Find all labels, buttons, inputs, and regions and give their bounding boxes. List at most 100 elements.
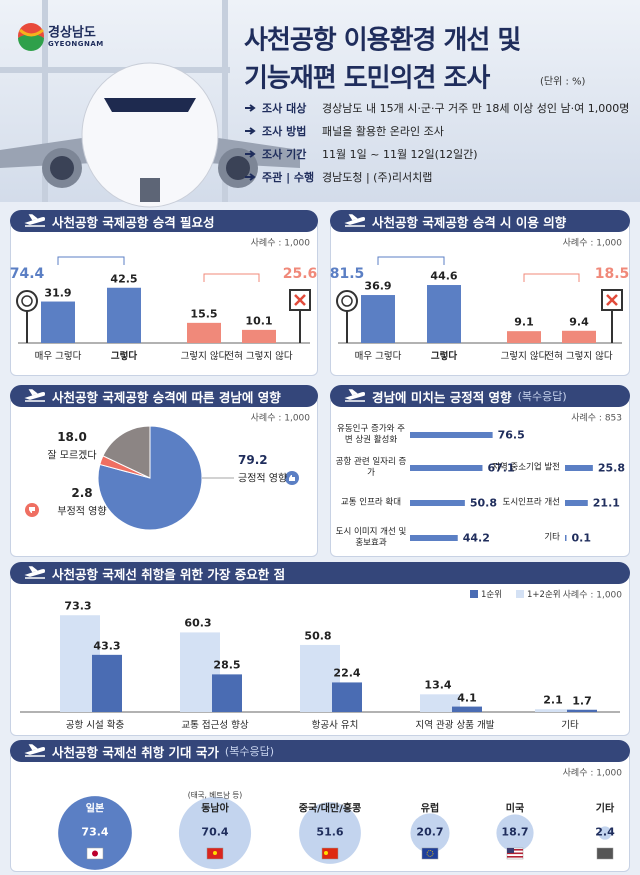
airplane-illustration bbox=[0, 62, 300, 208]
group-total: 18.5 bbox=[594, 266, 630, 282]
slice-value: 18.0 bbox=[57, 430, 87, 444]
category-label: 지역 중소기업 발전 bbox=[492, 462, 560, 473]
sample-size: 사례수 : 1,000 bbox=[562, 238, 622, 249]
bubble-value: 73.4 bbox=[81, 825, 109, 839]
category-label: 미국 bbox=[505, 803, 525, 815]
category-label: 교통 인프라 확대 bbox=[340, 497, 402, 508]
bar bbox=[92, 654, 122, 712]
target-icon-inner bbox=[21, 295, 33, 307]
section-header: 사천공항 국제선 취항을 위한 가장 중요한 점 bbox=[10, 562, 630, 584]
bubble-value: 18.7 bbox=[501, 825, 529, 839]
plane-shape bbox=[24, 389, 46, 402]
x-tick-label: 교통 접근성 향상 bbox=[181, 720, 249, 731]
flag-canton bbox=[507, 848, 514, 853]
bar-value: 9.1 bbox=[514, 315, 534, 329]
section-header: 사천공항 국제공항 승격 필요성 bbox=[10, 210, 318, 232]
info-text: 11월 1일 ~ 11월 12일(12일간) bbox=[322, 148, 478, 161]
plane-icon bbox=[344, 214, 366, 227]
target-icon bbox=[16, 290, 38, 312]
info-text: 패널을 활용한 온라인 조사 bbox=[322, 125, 444, 138]
bar-value: 73.3 bbox=[64, 599, 92, 613]
bar-value: 44.6 bbox=[430, 269, 458, 283]
section-title: 사천공항 국제공항 승격 시 이용 의향 bbox=[372, 214, 567, 230]
bar bbox=[567, 709, 597, 712]
flag-emblem bbox=[213, 851, 217, 855]
x-sign-cross bbox=[294, 294, 306, 306]
x-tick-label: 그렇다 bbox=[110, 351, 138, 362]
bar bbox=[410, 465, 483, 471]
bar-value: 28.5 bbox=[213, 658, 241, 672]
bar-value: 4.1 bbox=[457, 691, 477, 705]
slice-label: 잘 모르겠다 bbox=[47, 450, 97, 462]
flag-icon bbox=[321, 847, 339, 860]
flag-field bbox=[596, 847, 614, 860]
section-title: 사천공항 국제공항 승격 필요성 bbox=[52, 214, 215, 230]
section-header: 사천공항 국제공항 승격에 따른 경남에 영향 bbox=[10, 385, 318, 407]
bar bbox=[41, 301, 75, 343]
section-header: 사천공항 국제공항 승격 시 이용 의향 bbox=[330, 210, 630, 232]
plane-icon bbox=[344, 389, 366, 402]
bar-value: 2.1 bbox=[543, 693, 563, 707]
bubble bbox=[58, 796, 132, 870]
bar bbox=[212, 674, 242, 712]
info-label: 주관 | 수행 bbox=[262, 171, 315, 184]
x-sign-cross bbox=[606, 294, 618, 306]
target-icon-inner bbox=[341, 295, 353, 307]
bar bbox=[242, 329, 276, 343]
bar-value: 21.1 bbox=[592, 496, 620, 510]
x-tick-label: 전혀 그렇지 않다 bbox=[545, 351, 613, 362]
slice-value: 2.8 bbox=[71, 486, 93, 500]
thumbs-down-glyph bbox=[29, 507, 35, 513]
info-label: 조사 방법 bbox=[262, 125, 307, 138]
bar-value: 43.3 bbox=[93, 639, 121, 653]
unit: (단위 : %) bbox=[540, 76, 586, 88]
section-title: 사천공항 국제선 취항을 위한 가장 중요한 점 bbox=[52, 566, 286, 582]
flag-icon bbox=[86, 847, 104, 860]
panel bbox=[330, 396, 630, 557]
legend-swatch bbox=[516, 590, 524, 598]
slice-label: 부정적 영향 bbox=[57, 506, 107, 518]
x-tick-label: 매우 그렇다 bbox=[354, 351, 402, 362]
bar bbox=[420, 694, 460, 712]
info-text: 경남도청 | (주)리서치랩 bbox=[322, 171, 433, 184]
bar bbox=[562, 330, 596, 343]
plane-shape bbox=[344, 214, 366, 227]
legend-label: 1+2순위 bbox=[527, 590, 561, 600]
bar bbox=[107, 287, 141, 343]
x-tick-label: 공항 시설 확충 bbox=[65, 720, 125, 731]
flag-field bbox=[321, 847, 339, 860]
section-title: 사천공항 국제공항 승격에 따른 경남에 영향 bbox=[52, 389, 281, 405]
plane-icon bbox=[24, 744, 46, 757]
pie-slice bbox=[102, 425, 151, 479]
x-tick-label: 그렇지 않다 bbox=[180, 351, 228, 362]
bar-value: 25.8 bbox=[597, 461, 625, 475]
plane-icon bbox=[24, 214, 46, 227]
bubble-value: 20.7 bbox=[416, 825, 444, 839]
bar bbox=[332, 682, 362, 712]
bar bbox=[410, 500, 465, 506]
bracket bbox=[57, 256, 125, 265]
category-label: 기타 bbox=[595, 803, 615, 815]
slice-label: 긍정적 영향 bbox=[238, 473, 288, 485]
category-label: 동남아 bbox=[201, 803, 229, 815]
bubble-value: 2.4 bbox=[595, 825, 615, 839]
slice-value: 79.2 bbox=[238, 453, 268, 467]
x-tick-label: 항공사 유치 bbox=[311, 720, 359, 731]
bracket bbox=[203, 273, 260, 282]
bar bbox=[410, 432, 493, 438]
bubble bbox=[410, 813, 450, 853]
sample-size: 사례수 : 1,000 bbox=[562, 590, 622, 601]
target-icon bbox=[336, 290, 358, 312]
section-subtitle: (복수응답) bbox=[224, 745, 274, 758]
sample-size: 사례수 : 1,000 bbox=[250, 238, 310, 249]
logo-mark bbox=[18, 23, 44, 51]
section-header: 경남에 미치는 긍정적 영향 (복수응답) bbox=[330, 385, 630, 407]
info-arrow-head bbox=[249, 150, 256, 158]
bar-value: 13.4 bbox=[424, 678, 452, 692]
title-line: 기능재편 도민의견 조사 bbox=[244, 63, 490, 94]
plane-shape bbox=[24, 744, 46, 757]
bar bbox=[187, 322, 221, 343]
